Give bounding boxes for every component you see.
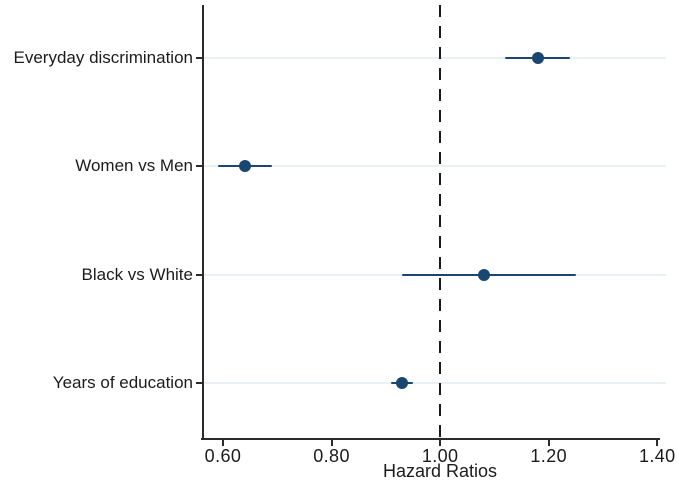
category-label: Everyday discrimination [13,48,193,67]
point-estimate-marker [396,376,409,389]
y-tick-mark [196,165,203,168]
x-tick-mark [656,440,659,446]
x-tick-mark [439,440,442,446]
x-axis-line [201,438,660,440]
x-tick-label: 1.40 [638,446,676,466]
gridline [204,165,666,168]
x-tick-label: 0.60 [204,446,242,466]
y-tick-mark [196,273,203,276]
y-tick-mark [196,381,203,384]
category-label: Black vs White [81,264,193,284]
x-tick-label: 0.80 [313,446,350,466]
x-tick-label: 1.20 [530,446,568,466]
reference-line [439,5,442,439]
y-tick-mark [196,57,203,59]
x-tick-mark [547,440,550,446]
point-estimate-marker [531,52,544,64]
gridline [204,57,666,59]
x-axis-title: Hazard Ratios [382,461,498,481]
x-tick-label: 1.00 [421,446,459,466]
point-estimate-marker [238,160,251,173]
x-tick-mark [222,440,224,446]
gridline [204,381,666,384]
point-estimate-marker [477,268,490,281]
category-label: Women vs Men [75,156,193,176]
category-label: Years of education [52,372,193,392]
y-axis-line [202,5,204,440]
x-tick-mark [330,440,333,446]
